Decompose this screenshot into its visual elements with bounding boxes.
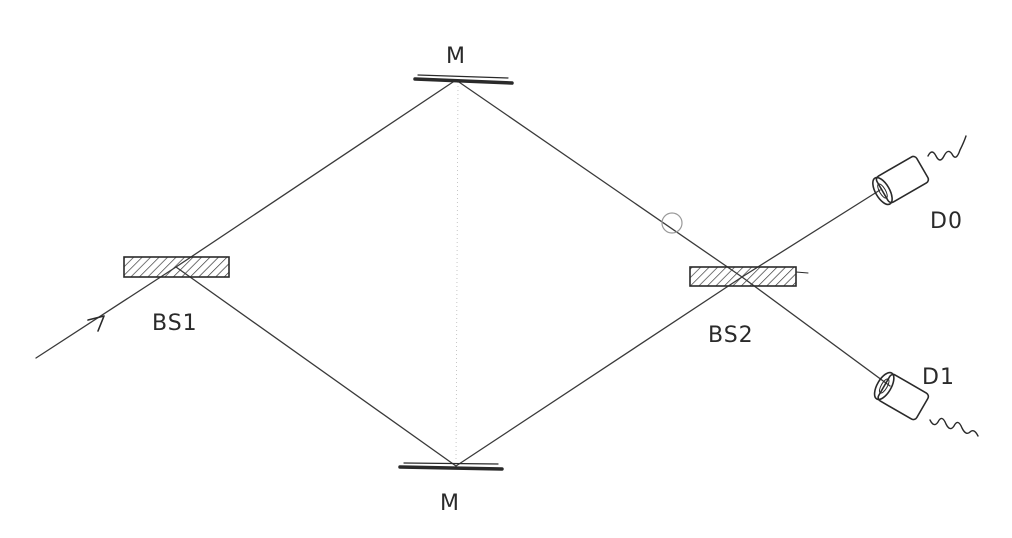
beam-paths xyxy=(175,79,891,467)
arrow-right-up-icon xyxy=(87,315,105,332)
mirror-bottom xyxy=(398,462,504,471)
label-detector-1: D1 xyxy=(922,365,955,390)
cursor-marker-icon xyxy=(661,212,683,234)
beam-splitter-1 xyxy=(123,256,230,278)
input-beam xyxy=(35,266,177,359)
beam-to-d1 xyxy=(741,276,891,387)
detector-icon xyxy=(872,155,930,206)
detector-d0 xyxy=(872,135,967,206)
label-beam-splitter-1: BS1 xyxy=(152,311,198,336)
mirror-top xyxy=(413,74,514,85)
detector-d1 xyxy=(873,371,979,437)
label-mirror-top: M xyxy=(446,44,466,69)
detector-icon xyxy=(873,371,930,421)
lower-left-beam xyxy=(175,266,457,467)
lower-right-beam xyxy=(455,276,743,467)
label-beam-splitter-2: BS2 xyxy=(708,323,754,348)
upper-right-beam xyxy=(455,79,743,278)
label-mirror-bottom: M xyxy=(440,491,460,516)
upper-left-beam xyxy=(175,79,457,268)
label-detector-0: D0 xyxy=(930,209,963,234)
beam-splitter-2 xyxy=(689,266,809,287)
beam-to-d0 xyxy=(741,189,881,278)
center-guide-line xyxy=(455,81,459,463)
